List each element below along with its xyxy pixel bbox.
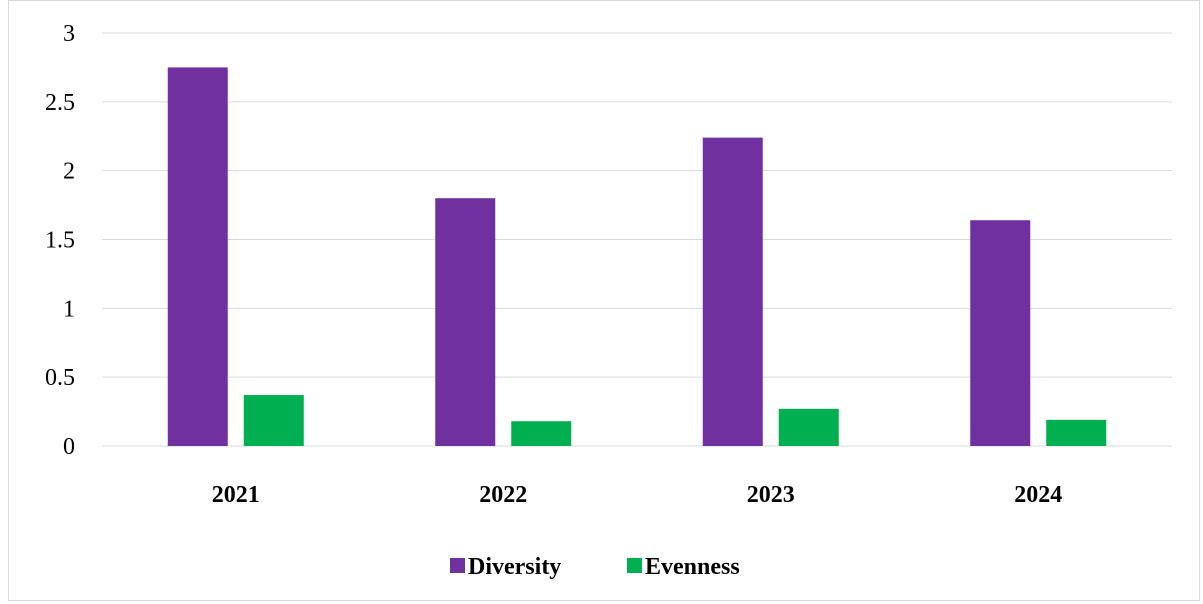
bar-evenness-2024 — [1046, 419, 1107, 446]
legend-swatch-evenness — [627, 558, 642, 573]
x-tick-label-2022: 2022 — [479, 482, 527, 508]
legend-label-diversity: Diversity — [468, 554, 561, 580]
bars — [167, 67, 1107, 447]
bar-diversity-2023 — [702, 137, 763, 447]
bar-diversity-2022 — [435, 198, 496, 446]
bar-diversity-2024 — [970, 220, 1031, 446]
legend-label-evenness: Evenness — [645, 554, 740, 580]
bar-evenness-2021 — [243, 395, 304, 446]
x-tick-label-2023: 2023 — [747, 482, 795, 508]
bar-evenness-2023 — [778, 408, 839, 446]
y-axis-tick-labels: 0 0.5 1 1.5 2 2.5 3 — [45, 21, 75, 460]
bar-diversity-2021 — [167, 67, 228, 447]
y-tick-label: 0.5 — [45, 365, 75, 391]
legend-swatch-diversity — [450, 558, 465, 573]
y-tick-label: 1 — [63, 296, 75, 322]
bar-evenness-2022 — [511, 421, 572, 446]
y-tick-label: 2 — [63, 159, 75, 185]
y-tick-label: 0 — [63, 434, 75, 460]
x-tick-label-2024: 2024 — [1014, 482, 1062, 508]
legend: Diversity Evenness — [450, 554, 740, 580]
y-tick-label: 3 — [63, 21, 75, 47]
y-tick-label: 1.5 — [45, 228, 75, 254]
x-axis-tick-labels: 2021 2022 2023 2024 — [212, 482, 1063, 508]
x-tick-label-2021: 2021 — [212, 482, 260, 508]
y-tick-label: 2.5 — [45, 90, 75, 116]
